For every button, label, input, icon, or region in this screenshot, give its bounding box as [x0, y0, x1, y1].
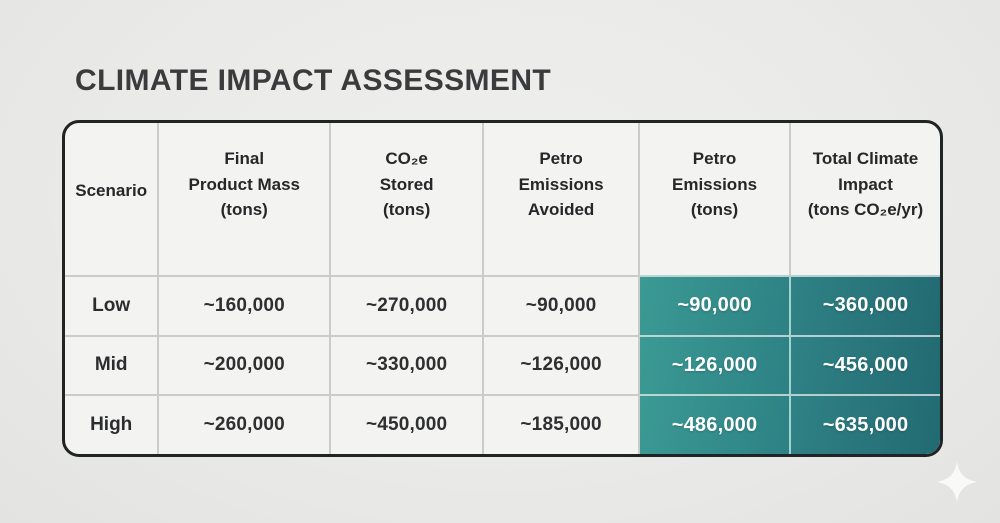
table-cell-mid-total-climate-impact: ~456,000: [791, 334, 940, 395]
cell-value: ~90,000: [677, 294, 752, 317]
sparkle-icon: [937, 462, 977, 502]
cell-value: ~270,000: [365, 294, 448, 316]
cell-value: ~126,000: [520, 354, 602, 376]
table-cell-mid-final-product-mass: ~200,000: [159, 334, 332, 395]
column-header-label: Petro Emissions (tons): [672, 149, 758, 219]
climate-impact-table: Scenario Final Product Mass (tons) CO₂e …: [62, 120, 943, 457]
column-header-co2e-stored: CO₂e Stored (tons): [331, 123, 485, 275]
table-cell-high-total-climate-impact: ~635,000: [791, 394, 940, 454]
scenario-label: High: [90, 414, 133, 436]
scenario-label: Low: [92, 294, 131, 316]
table-cell-low-petro-emissions-avoided: ~90,000: [484, 275, 641, 335]
table-cell-low-total-climate-impact: ~360,000: [791, 275, 940, 335]
cell-value: ~185,000: [520, 414, 602, 436]
cell-value: ~450,000: [365, 414, 448, 436]
column-header-final-product-mass: Final Product Mass (tons): [159, 123, 332, 275]
page-title: CLIMATE IMPACT ASSESSMENT: [75, 64, 552, 97]
table-cell-low-petro-emissions: ~90,000: [640, 275, 792, 335]
cell-value: ~160,000: [203, 294, 285, 316]
table-row-mid-scenario: Mid: [65, 334, 160, 395]
table-cell-high-petro-emissions: ~486,000: [640, 394, 792, 454]
cell-value: ~126,000: [671, 353, 758, 376]
column-header-label: Final Product Mass (tons): [188, 149, 300, 219]
cell-value: ~260,000: [203, 414, 285, 436]
scenario-label: Mid: [94, 354, 128, 376]
cell-value: ~486,000: [671, 413, 758, 436]
table-row-low-scenario: Low: [65, 275, 160, 335]
cell-value: ~360,000: [822, 294, 909, 317]
table-cell-mid-co2e-stored: ~330,000: [331, 334, 485, 395]
table-cell-low-final-product-mass: ~160,000: [159, 275, 332, 335]
table-cell-high-petro-emissions-avoided: ~185,000: [484, 394, 641, 454]
cell-value: ~200,000: [203, 354, 285, 376]
column-header-label: Total Climate Impact (tons CO₂e/yr): [807, 149, 924, 219]
cell-value: ~635,000: [822, 413, 909, 436]
column-header-label: CO₂e Stored (tons): [379, 149, 434, 219]
table-cell-high-final-product-mass: ~260,000: [159, 394, 332, 454]
table-cell-mid-petro-emissions-avoided: ~126,000: [484, 334, 641, 395]
column-header-label: Scenario: [75, 181, 148, 201]
table-cell-mid-petro-emissions: ~126,000: [640, 334, 792, 395]
column-header-total-climate-impact: Total Climate Impact (tons CO₂e/yr): [791, 123, 940, 275]
table-cell-high-co2e-stored: ~450,000: [331, 394, 485, 454]
cell-value: ~330,000: [365, 354, 448, 376]
cell-value: ~456,000: [822, 353, 909, 376]
column-header-petro-emissions: Petro Emissions (tons): [640, 123, 792, 275]
table-row-high-scenario: High: [65, 394, 160, 454]
column-header-petro-emissions-avoided: Petro Emissions Avoided: [484, 123, 641, 275]
column-header-label: Petro Emissions Avoided: [518, 149, 604, 219]
column-header-scenario: Scenario: [65, 123, 160, 275]
table-cell-low-co2e-stored: ~270,000: [331, 275, 485, 335]
cell-value: ~90,000: [525, 294, 597, 316]
